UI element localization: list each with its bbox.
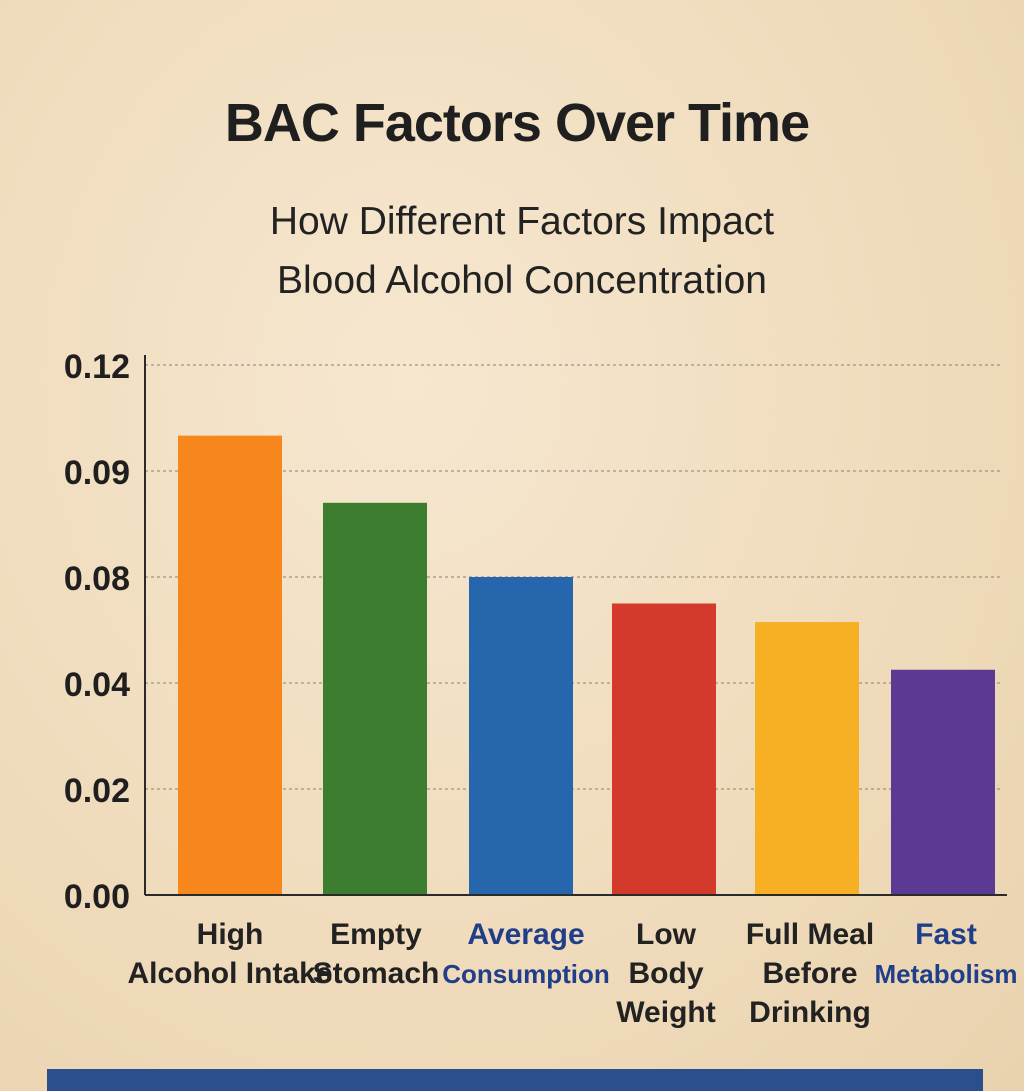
bar [891, 669, 995, 895]
x-tick-label: Fast [915, 918, 977, 951]
x-tick-label: High [197, 918, 264, 951]
x-tick-label: Low [636, 918, 697, 951]
x-tick-label: Full Meal [746, 918, 874, 951]
chart-subtitle-line-2: Blood Alcohol Concentration [277, 259, 767, 302]
y-tick-label: 0.04 [64, 666, 130, 704]
bar-chart: 0.00 0.02 0.04 0.08 0.09 0.12 High Alcohol Inta… [64, 348, 1018, 1029]
x-tick-label: Empty [330, 918, 422, 951]
bar [323, 502, 427, 895]
bar [612, 603, 716, 895]
bar [178, 435, 282, 895]
chart-subtitle: How Different Factors Impact Blood Alcoh… [0, 192, 1024, 310]
y-tick-label: 0.00 [64, 878, 130, 916]
x-tick-label: Drinking [749, 996, 871, 1029]
x-tick-label: Metabolism [874, 959, 1017, 989]
y-tick-label: 0.12 [64, 348, 130, 386]
chart-subtitle-line-1: How Different Factors Impact [269, 200, 775, 243]
y-tick-label: 0.02 [64, 772, 130, 810]
x-tick-label: Before [762, 957, 857, 990]
chart-title: BAC Factors Over Time [224, 93, 810, 153]
x-tick-label: Stomach [313, 957, 440, 990]
bar [469, 577, 573, 895]
x-tick-label: Alcohol Intake [127, 957, 332, 990]
bar [755, 622, 859, 895]
x-tick-label: Body [629, 957, 704, 990]
y-tick-label: 0.08 [64, 560, 130, 598]
y-tick-label: 0.09 [64, 454, 130, 492]
x-tick-label: Consumption [442, 959, 610, 989]
bottom-band [47, 1069, 983, 1091]
x-tick-label: Average [467, 918, 584, 951]
x-tick-label: Weight [616, 996, 715, 1029]
